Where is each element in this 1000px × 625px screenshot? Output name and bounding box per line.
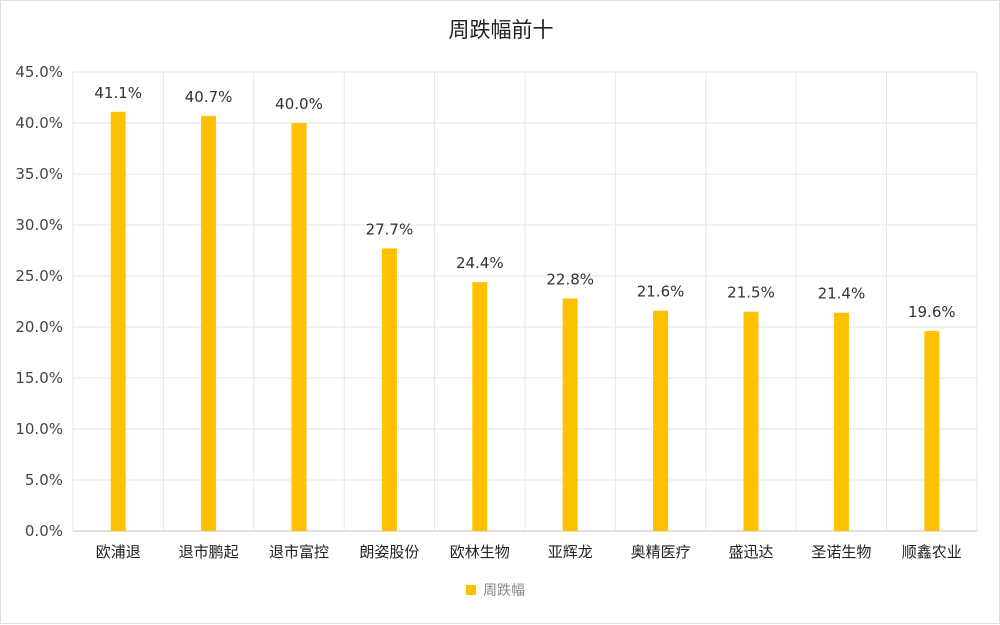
y-tick-label: 15.0% (15, 369, 63, 387)
bar (833, 312, 849, 531)
data-label: 21.5% (727, 284, 775, 302)
data-label: 21.6% (637, 283, 685, 301)
x-axis-ticks: 欧浦退 退市鹏起 退市富控 朗姿股份 欧林生物 亚辉龙 奥精医疗 盛迅达 圣诺生物 顺鑫农业 (96, 543, 962, 561)
bar (743, 311, 759, 531)
x-tick-label: 朗姿股份 (359, 543, 419, 561)
x-tick-label: 欧林生物 (450, 543, 510, 561)
x-tick-label: 亚辉龙 (548, 543, 593, 561)
bar (110, 111, 126, 531)
y-tick-label: 30.0% (15, 216, 63, 234)
y-axis-ticks: 0.0% 5.0% 10.0% 15.0% 20.0% 25.0% 30.0% 35.0% 40… (15, 63, 63, 540)
data-label: 27.7% (366, 220, 414, 238)
x-tick-label: 退市富控 (269, 543, 329, 561)
bar (562, 298, 578, 531)
grid-layer (72, 71, 978, 532)
bar (653, 310, 669, 531)
x-tick-label: 退市鹏起 (179, 543, 239, 561)
x-tick-label: 顺鑫农业 (902, 543, 962, 561)
y-tick-label: 20.0% (15, 318, 63, 336)
legend: 周跌幅 (466, 583, 525, 599)
y-tick-label: 0.0% (25, 522, 63, 540)
data-label: 24.4% (456, 254, 504, 272)
bar (291, 123, 307, 531)
data-labels-layer: 41.1% 40.7% 40.0% 27.7% 24.4% 22.8% 21.6% 21.5%… (94, 84, 955, 321)
data-label: 40.7% (185, 88, 233, 106)
y-tick-label: 45.0% (15, 63, 63, 81)
bar (924, 331, 940, 531)
data-label: 41.1% (94, 84, 142, 102)
bars-layer (110, 111, 940, 532)
chart-title: 周跌幅前十 (449, 18, 554, 42)
y-tick-label: 25.0% (15, 267, 63, 285)
data-label: 40.0% (275, 95, 323, 113)
x-tick-label: 盛迅达 (728, 543, 773, 561)
y-tick-label: 40.0% (15, 114, 63, 132)
y-tick-label: 10.0% (15, 420, 63, 438)
bar (201, 115, 217, 532)
x-tick-label: 欧浦退 (96, 543, 141, 561)
bar (472, 282, 488, 531)
y-tick-label: 5.0% (25, 471, 63, 489)
legend-swatch (466, 585, 476, 595)
bar (381, 248, 397, 531)
data-label: 22.8% (546, 270, 594, 288)
x-tick-label: 圣诺生物 (811, 543, 871, 561)
x-tick-label: 奥精医疗 (631, 543, 691, 561)
legend-label-zhoudiefu: 周跌幅 (483, 583, 525, 599)
y-tick-label: 35.0% (15, 165, 63, 183)
data-label: 19.6% (908, 303, 956, 321)
data-label: 21.4% (818, 285, 866, 303)
